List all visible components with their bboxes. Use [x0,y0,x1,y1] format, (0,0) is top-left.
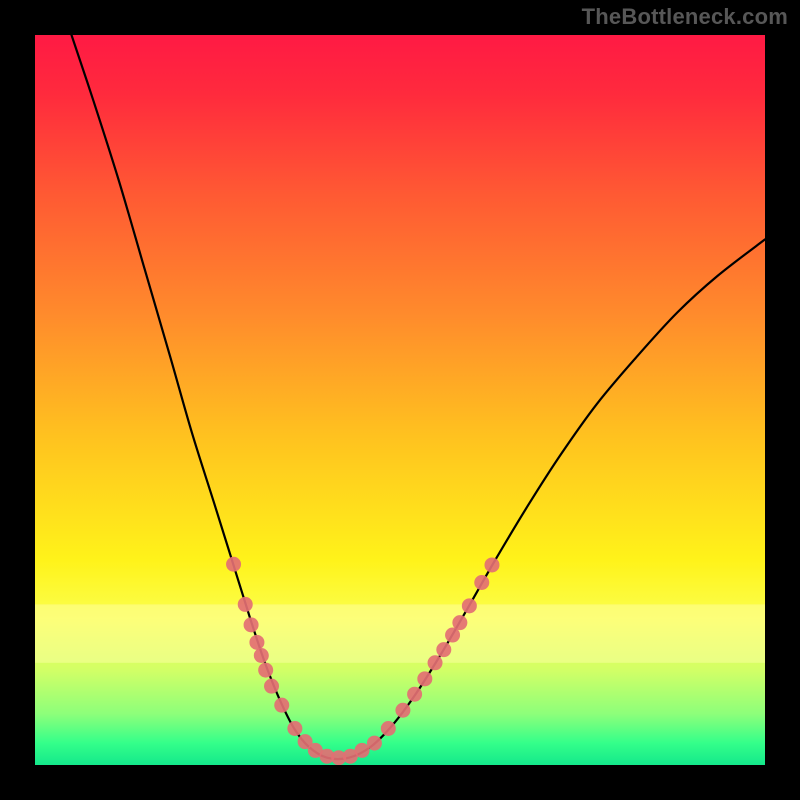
curve-marker [381,721,396,736]
curve-marker [395,703,410,718]
curve-marker [367,736,382,751]
pale-band [35,604,765,662]
bottleneck-chart [0,0,800,800]
curve-marker [474,575,489,590]
curve-marker [462,598,477,613]
curve-marker [244,617,259,632]
curve-marker [428,655,443,670]
curve-marker [274,698,289,713]
watermark-text: TheBottleneck.com [582,4,788,30]
curve-marker [452,615,467,630]
curve-marker [249,635,264,650]
curve-marker [226,557,241,572]
plot-area [35,35,765,765]
curve-marker [258,663,273,678]
chart-stage: TheBottleneck.com [0,0,800,800]
curve-marker [254,648,269,663]
curve-marker [238,597,253,612]
curve-marker [484,557,499,572]
curve-marker [436,642,451,657]
curve-marker [407,687,422,702]
curve-marker [287,721,302,736]
curve-marker [264,679,279,694]
curve-marker [417,671,432,686]
